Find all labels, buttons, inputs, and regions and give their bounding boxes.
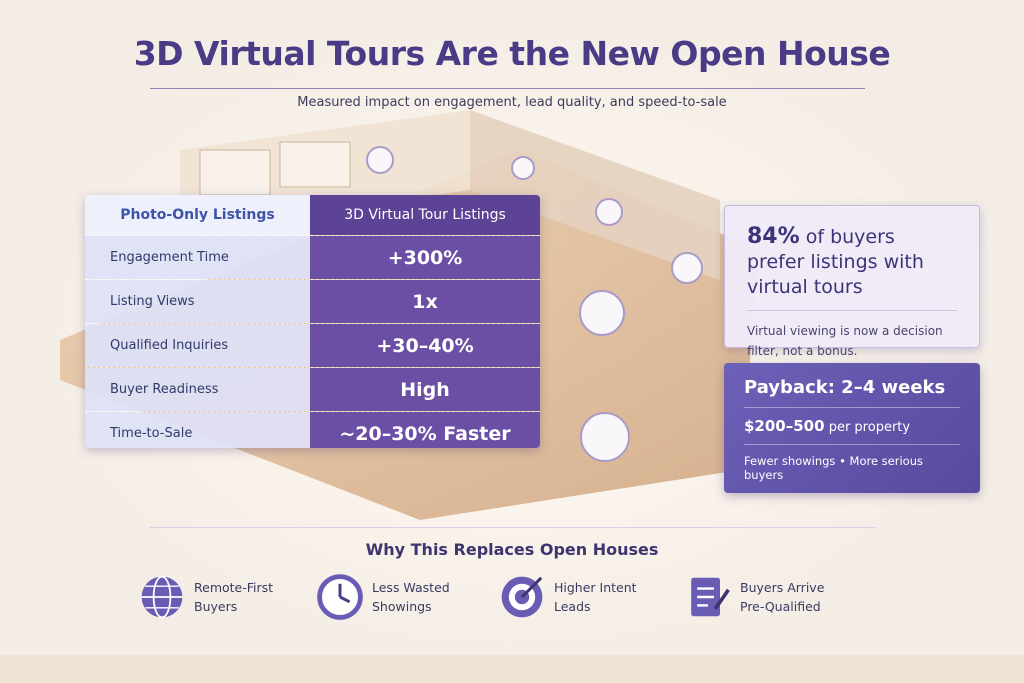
table-row: Buyer Readiness High bbox=[85, 367, 540, 411]
payback-card: Payback: 2–4 weeks $200–500 per property… bbox=[724, 363, 980, 493]
column-header: 3D Virtual Tour Listings bbox=[310, 195, 540, 235]
reason-icon bbox=[141, 575, 183, 619]
reason-icon bbox=[501, 576, 543, 618]
table-row: Engagement Time +300% bbox=[85, 235, 540, 279]
reason-icon bbox=[691, 577, 730, 617]
reason: Less Wasted Showings bbox=[316, 572, 467, 622]
reason-label: Less Wasted Showings bbox=[372, 580, 450, 614]
table-row: Time-to-Sale ~20–30% Faster bbox=[85, 411, 540, 448]
row-value: +300% bbox=[310, 236, 540, 279]
row-value: +30–40% bbox=[310, 324, 540, 367]
row-label: Buyer Readiness bbox=[85, 368, 310, 411]
reason-label: Higher Intent Leads bbox=[554, 580, 637, 614]
cost-unit: per property bbox=[828, 420, 911, 435]
reason: Higher Intent Leads bbox=[498, 572, 649, 622]
reason: Buyers Arrive Pre-Qualified bbox=[684, 572, 835, 622]
row-label: Qualified Inquiries bbox=[85, 324, 310, 367]
subtitle: Measured impact on engagement, lead qual… bbox=[297, 95, 727, 110]
stat-text: of buyers prefer listings with virtual t… bbox=[747, 226, 924, 298]
reason-label: Remote-First Buyers bbox=[194, 580, 274, 614]
payback-title: Payback: 2–4 weeks bbox=[744, 377, 946, 398]
cost-range: $200–500 bbox=[744, 417, 825, 435]
row-value: 1x bbox=[310, 280, 540, 323]
divider bbox=[744, 444, 960, 445]
stat-headline: 84% of buyers prefer listings with virtu… bbox=[747, 224, 957, 300]
divider bbox=[747, 310, 957, 311]
cost: $200–500 per property bbox=[744, 417, 960, 435]
divider bbox=[744, 407, 960, 408]
row-label: Listing Views bbox=[85, 280, 310, 323]
payback-footer: Fewer showings • More serious buyers bbox=[744, 454, 923, 482]
row-value: High bbox=[310, 368, 540, 411]
row-label: Engagement Time bbox=[85, 236, 310, 279]
reason-icon bbox=[317, 574, 363, 620]
divider bbox=[150, 88, 865, 89]
row-value: ~20–30% Faster bbox=[310, 412, 540, 448]
row-label: Time-to-Sale bbox=[85, 412, 310, 448]
comparison-table: Photo-Only Listings 3D Virtual Tour List… bbox=[85, 195, 540, 448]
column-header: Photo-Only Listings bbox=[85, 195, 310, 235]
title: 3D Virtual Tours Are the New Open House bbox=[133, 34, 891, 73]
section-title: Why This Replaces Open Houses bbox=[365, 540, 659, 559]
stat-figure: 84% bbox=[747, 224, 800, 249]
divider bbox=[150, 527, 875, 528]
stat-note: Virtual viewing is now a decision filter… bbox=[747, 324, 943, 358]
reason-label: Buyers Arrive Pre-Qualified bbox=[740, 580, 825, 614]
table-row: Listing Views 1x bbox=[85, 279, 540, 323]
table-row: Qualified Inquiries +30–40% bbox=[85, 323, 540, 367]
stat-card: 84% of buyers prefer listings with virtu… bbox=[724, 205, 980, 358]
table-body: Engagement Time +300% Listing Views 1x Quali… bbox=[85, 235, 540, 448]
table-header: Photo-Only Listings 3D Virtual Tour List… bbox=[85, 195, 540, 235]
reason: Remote-First Buyers bbox=[138, 572, 289, 622]
